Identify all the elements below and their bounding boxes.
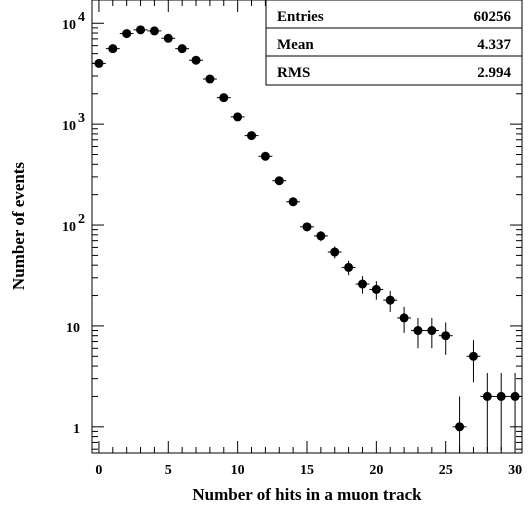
data-point <box>288 197 298 207</box>
stats-entries-label: Entries <box>277 9 324 25</box>
x-tick-label: 10 <box>231 463 245 478</box>
stats-rms-value: 2.994 <box>477 65 511 81</box>
data-point <box>260 151 270 161</box>
x-tick-label: 0 <box>95 463 102 478</box>
y-tick-label: 10 <box>62 18 76 33</box>
data-point <box>455 422 465 432</box>
data-point <box>108 44 118 54</box>
data-point <box>163 33 173 43</box>
x-tick-labels: 0 5 10 15 20 25 30 <box>95 463 522 478</box>
data-point <box>191 55 201 65</box>
y-tick-label: 10 <box>62 119 76 134</box>
data-point <box>399 313 409 323</box>
data-point <box>344 262 354 272</box>
stats-mean-value: 4.337 <box>477 37 511 53</box>
data-point <box>122 29 132 39</box>
y-tick-label: 10 <box>62 220 76 235</box>
y-tick-exponent: 4 <box>78 10 85 25</box>
x-tick-label: 20 <box>369 463 383 478</box>
data-point <box>205 74 215 84</box>
y-tick-label: 1 <box>73 422 80 437</box>
x-axis-label: Number of hits in a muon track <box>192 485 422 504</box>
data-point <box>496 391 506 401</box>
data-point <box>482 391 492 401</box>
data-point <box>149 26 159 36</box>
data-point <box>427 326 437 336</box>
stats-rms-label: RMS <box>277 65 310 81</box>
y-tick-label: 10 <box>66 321 80 336</box>
data-point <box>357 279 367 289</box>
data-points <box>94 25 520 432</box>
data-point <box>302 222 312 232</box>
data-point <box>330 247 340 257</box>
data-point <box>177 44 187 54</box>
data-point <box>441 331 451 341</box>
x-tick-label: 30 <box>508 463 522 478</box>
x-tick-label: 15 <box>300 463 314 478</box>
y-axis-label: Number of events <box>9 162 28 290</box>
data-point <box>316 231 326 241</box>
x-tick-label: 25 <box>439 463 453 478</box>
stats-box: Entries 60256 Mean 4.337 RMS 2.994 <box>265 0 523 86</box>
data-point <box>371 284 381 294</box>
data-point <box>274 176 284 186</box>
stats-mean-label: Mean <box>277 37 314 53</box>
y-tick-exponent: 2 <box>78 212 85 227</box>
y-tick-exponent: 3 <box>78 111 85 126</box>
data-point <box>136 25 146 35</box>
data-point <box>468 351 478 361</box>
stats-box-frame <box>265 0 523 86</box>
stats-entries-value: 60256 <box>474 9 512 25</box>
data-point <box>385 295 395 305</box>
data-point <box>94 58 104 68</box>
data-point <box>413 326 423 336</box>
data-point <box>510 391 520 401</box>
data-point <box>219 93 229 103</box>
x-tick-label: 5 <box>165 463 172 478</box>
data-point <box>247 131 257 141</box>
data-point <box>233 112 243 122</box>
